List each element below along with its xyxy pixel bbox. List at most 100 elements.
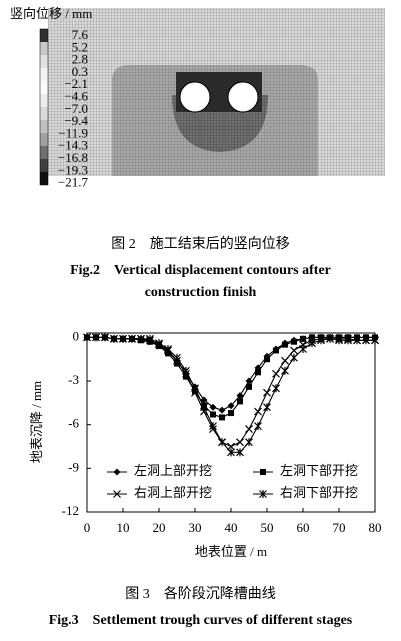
marker [165, 350, 171, 357]
figure-caption-en: Fig.2 Vertical displacement contours aft… [70, 263, 331, 300]
marker [309, 334, 315, 341]
marker [219, 414, 225, 421]
x-tick-label: 80 [369, 520, 382, 535]
legend-label: 右洞上部开挖 [134, 485, 212, 500]
y-tick-label: -3 [68, 372, 79, 387]
marker [308, 339, 316, 348]
marker [200, 403, 208, 412]
x-tick-label: 40 [225, 520, 238, 535]
legend-level: −9.4 [64, 113, 88, 128]
legend-label: 左洞下部开挖 [280, 463, 358, 478]
x-tick-label: 70 [333, 520, 346, 535]
marker [228, 410, 234, 417]
marker [254, 407, 262, 416]
marker [101, 333, 109, 342]
legend-label: 右洞下部开挖 [280, 485, 358, 500]
legend-level: 0.3 [72, 64, 88, 79]
legend-marker [113, 468, 121, 476]
marker [237, 398, 243, 405]
legend-label: 左洞上部开挖 [134, 463, 212, 478]
series-line [87, 336, 375, 411]
marker [326, 334, 334, 343]
marker [245, 425, 253, 433]
y-tick-label: -6 [68, 416, 79, 431]
legend-level: −21.7 [58, 175, 89, 190]
figure-caption-en: Fig.3 Settlement trough curves of differ… [48, 613, 353, 628]
contour-figure: 竖向位移 / mm 7.65.22.80.3−2.1−4.6−7.0−9.4 −1… [10, 6, 385, 204]
x-tick-label: 20 [153, 520, 166, 535]
marker [255, 369, 261, 376]
marker [146, 334, 154, 343]
marker [291, 338, 297, 345]
x-tick-label: 10 [117, 520, 130, 535]
marker [236, 392, 244, 400]
marker [209, 403, 217, 411]
color-bar [39, 28, 49, 186]
marker [290, 346, 298, 355]
marker [110, 334, 118, 343]
legend-level: −4.6 [64, 88, 88, 103]
marker [218, 438, 226, 447]
marker [137, 334, 145, 343]
marker [299, 345, 307, 354]
marker [173, 353, 181, 362]
x-tick-label: 30 [189, 520, 202, 535]
y-tick-label: -12 [62, 503, 79, 518]
marker [183, 373, 189, 380]
marker [281, 366, 289, 375]
legend-marker [113, 490, 121, 498]
legend-level: 2.8 [72, 52, 88, 67]
marker [210, 411, 216, 418]
marker [263, 403, 271, 412]
series-line [87, 336, 375, 448]
marker [92, 333, 100, 342]
y-axis-label: 地表沉降 / mm [29, 381, 44, 463]
marker [273, 347, 279, 354]
marker [83, 333, 91, 342]
marker [263, 388, 271, 397]
marker [236, 438, 244, 447]
marker [264, 356, 270, 363]
marker [272, 369, 280, 378]
series-line [87, 336, 375, 453]
marker [218, 406, 226, 414]
tunnel-right [227, 81, 259, 113]
legend-marker [259, 490, 267, 498]
figure-caption: 图 3 各阶段沉降槽曲线 [125, 587, 276, 602]
marker [246, 383, 252, 390]
marker [174, 360, 180, 367]
x-axis-label: 地表位置 / m [195, 544, 267, 559]
marker [290, 353, 298, 362]
legend-level: −16.8 [58, 150, 88, 165]
marker [182, 366, 190, 375]
y-tick-label: 0 [73, 328, 80, 343]
x-tick-label: 50 [261, 520, 274, 535]
marker [200, 396, 208, 404]
marker [254, 422, 262, 431]
legend-title: 竖向位移 / mm [10, 6, 92, 21]
marker [272, 384, 280, 393]
y-tick-label: -9 [68, 459, 79, 474]
legend-level: −7.0 [64, 101, 88, 116]
marker [317, 336, 325, 345]
marker [236, 448, 244, 457]
legend-level: −19.3 [58, 162, 88, 177]
tunnel-left [179, 81, 211, 113]
legend-level: 5.2 [72, 39, 88, 54]
marker [353, 336, 361, 345]
marker [209, 422, 217, 431]
marker [227, 402, 235, 410]
legend-level: 7.6 [72, 27, 89, 42]
legend-level: −14.3 [58, 138, 88, 153]
marker [282, 341, 288, 348]
marker [300, 335, 306, 342]
x-tick-label: 0 [84, 520, 91, 535]
marker [362, 336, 370, 345]
marker [344, 336, 352, 345]
marker [227, 442, 235, 451]
marker [371, 336, 379, 345]
marker [191, 384, 199, 393]
figure-caption: 图 2 施工结束后的竖向位移 [111, 237, 290, 252]
legend-level: −2.1 [64, 76, 88, 91]
